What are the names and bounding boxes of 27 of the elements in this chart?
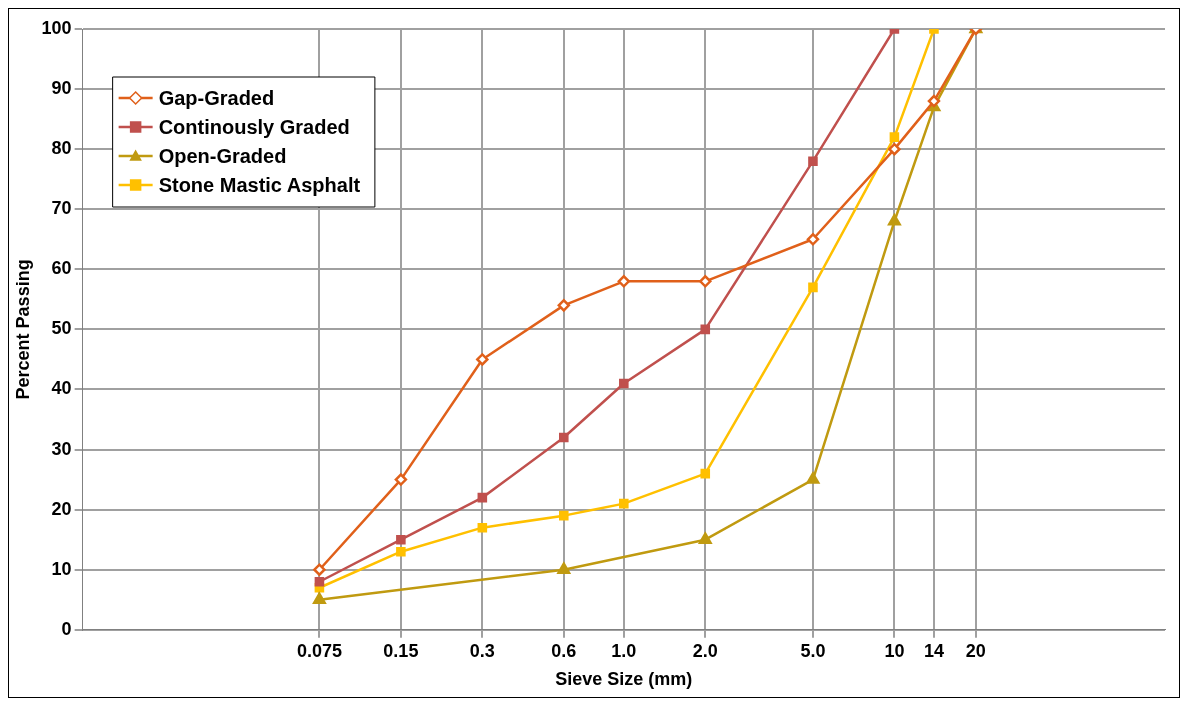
x-axis-title: Sieve Size (mm) [555, 669, 693, 690]
legend-label: Open-Graded [158, 144, 287, 167]
x-tick-label: 14 [923, 640, 944, 661]
y-tick-label: 70 [51, 198, 72, 219]
y-tick-label: 50 [51, 318, 72, 339]
x-tick-label: 0.15 [383, 640, 419, 661]
x-tick-label: 0.6 [551, 640, 577, 661]
y-axis-title: Percent Passing [12, 259, 33, 400]
y-tick-label: 100 [41, 17, 72, 38]
x-tick-label: 0.075 [296, 640, 342, 661]
x-tick-label: 1.0 [611, 640, 637, 661]
legend-label: Stone Mastic Asphalt [158, 173, 361, 196]
legend-label: Continously Graded [158, 115, 350, 138]
y-tick-label: 40 [51, 378, 72, 399]
x-tick-label: 10 [884, 640, 905, 661]
y-tick-label: 20 [51, 498, 72, 519]
y-tick-label: 0 [61, 618, 72, 639]
y-tick-label: 80 [51, 138, 72, 159]
y-tick-label: 60 [51, 258, 72, 279]
y-tick-label: 90 [51, 78, 72, 99]
x-tick-label: 0.3 [469, 640, 495, 661]
legend-label: Gap-Graded [158, 86, 275, 109]
y-tick-label: 30 [51, 438, 72, 459]
x-tick-label: 2.0 [692, 640, 718, 661]
x-tick-label: 5.0 [800, 640, 826, 661]
y-tick-label: 10 [51, 558, 72, 579]
x-tick-label: 20 [965, 640, 986, 661]
